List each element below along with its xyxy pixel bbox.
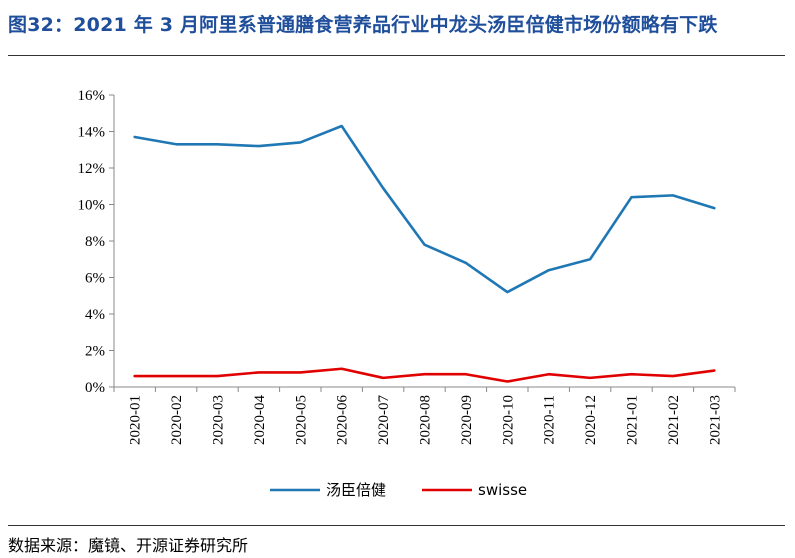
source-note: 数据来源：魔镜、开源证券研究所 <box>8 536 249 555</box>
y-tick-label: 6% <box>85 271 105 287</box>
x-tick-label: 2020-04 <box>252 395 268 445</box>
x-tick-label: 2021-01 <box>625 395 641 445</box>
series-line <box>133 367 716 383</box>
y-tick-label: 16% <box>78 88 106 104</box>
x-tick-label: 2020-06 <box>335 395 351 445</box>
y-tick-label: 4% <box>85 307 105 323</box>
x-tick-label: 2020-03 <box>211 395 227 445</box>
y-tick-label: 8% <box>85 234 105 250</box>
y-tick-label: 0% <box>85 380 105 396</box>
x-tick-label: 2020-08 <box>418 395 434 445</box>
legend-label: swisse <box>478 481 527 499</box>
chart-title: 图32：2021 年 3 月阿里系普通膳食营养品行业中龙头汤臣倍健市场份额略有下… <box>8 14 718 36</box>
x-tick-label: 2020-09 <box>459 395 475 445</box>
x-tick-label: 2020-11 <box>542 395 558 444</box>
top-rule <box>8 55 785 56</box>
y-tick-label: 2% <box>85 344 105 360</box>
legend: 汤臣倍健 swisse <box>270 481 527 499</box>
axes: 0% 2% 4% 6% 8% 10% 12% 14% 16% 2020-01 2020-02 2020… <box>78 88 736 445</box>
x-tick-label: 2020-07 <box>376 395 392 445</box>
line-chart: 0% 2% 4% 6% 8% 10% 12% 14% 16% 2020-01 2020-02 2020… <box>78 88 736 499</box>
series-lines <box>133 124 716 383</box>
legend-label: 汤臣倍健 <box>326 481 386 499</box>
bottom-rule <box>8 525 785 526</box>
series-line <box>133 124 716 294</box>
x-tick-label: 2020-05 <box>293 395 309 445</box>
x-tick-label: 2020-12 <box>583 395 599 445</box>
y-tick-label: 10% <box>78 198 106 214</box>
y-tick-label: 14% <box>78 125 106 141</box>
x-tick-label: 2020-01 <box>128 395 144 445</box>
x-tick-label: 2020-10 <box>500 395 516 445</box>
y-tick-label: 12% <box>78 161 106 177</box>
x-tick-label: 2021-03 <box>707 395 723 445</box>
x-tick-label: 2020-02 <box>169 395 185 445</box>
x-tick-label: 2021-02 <box>666 395 682 445</box>
